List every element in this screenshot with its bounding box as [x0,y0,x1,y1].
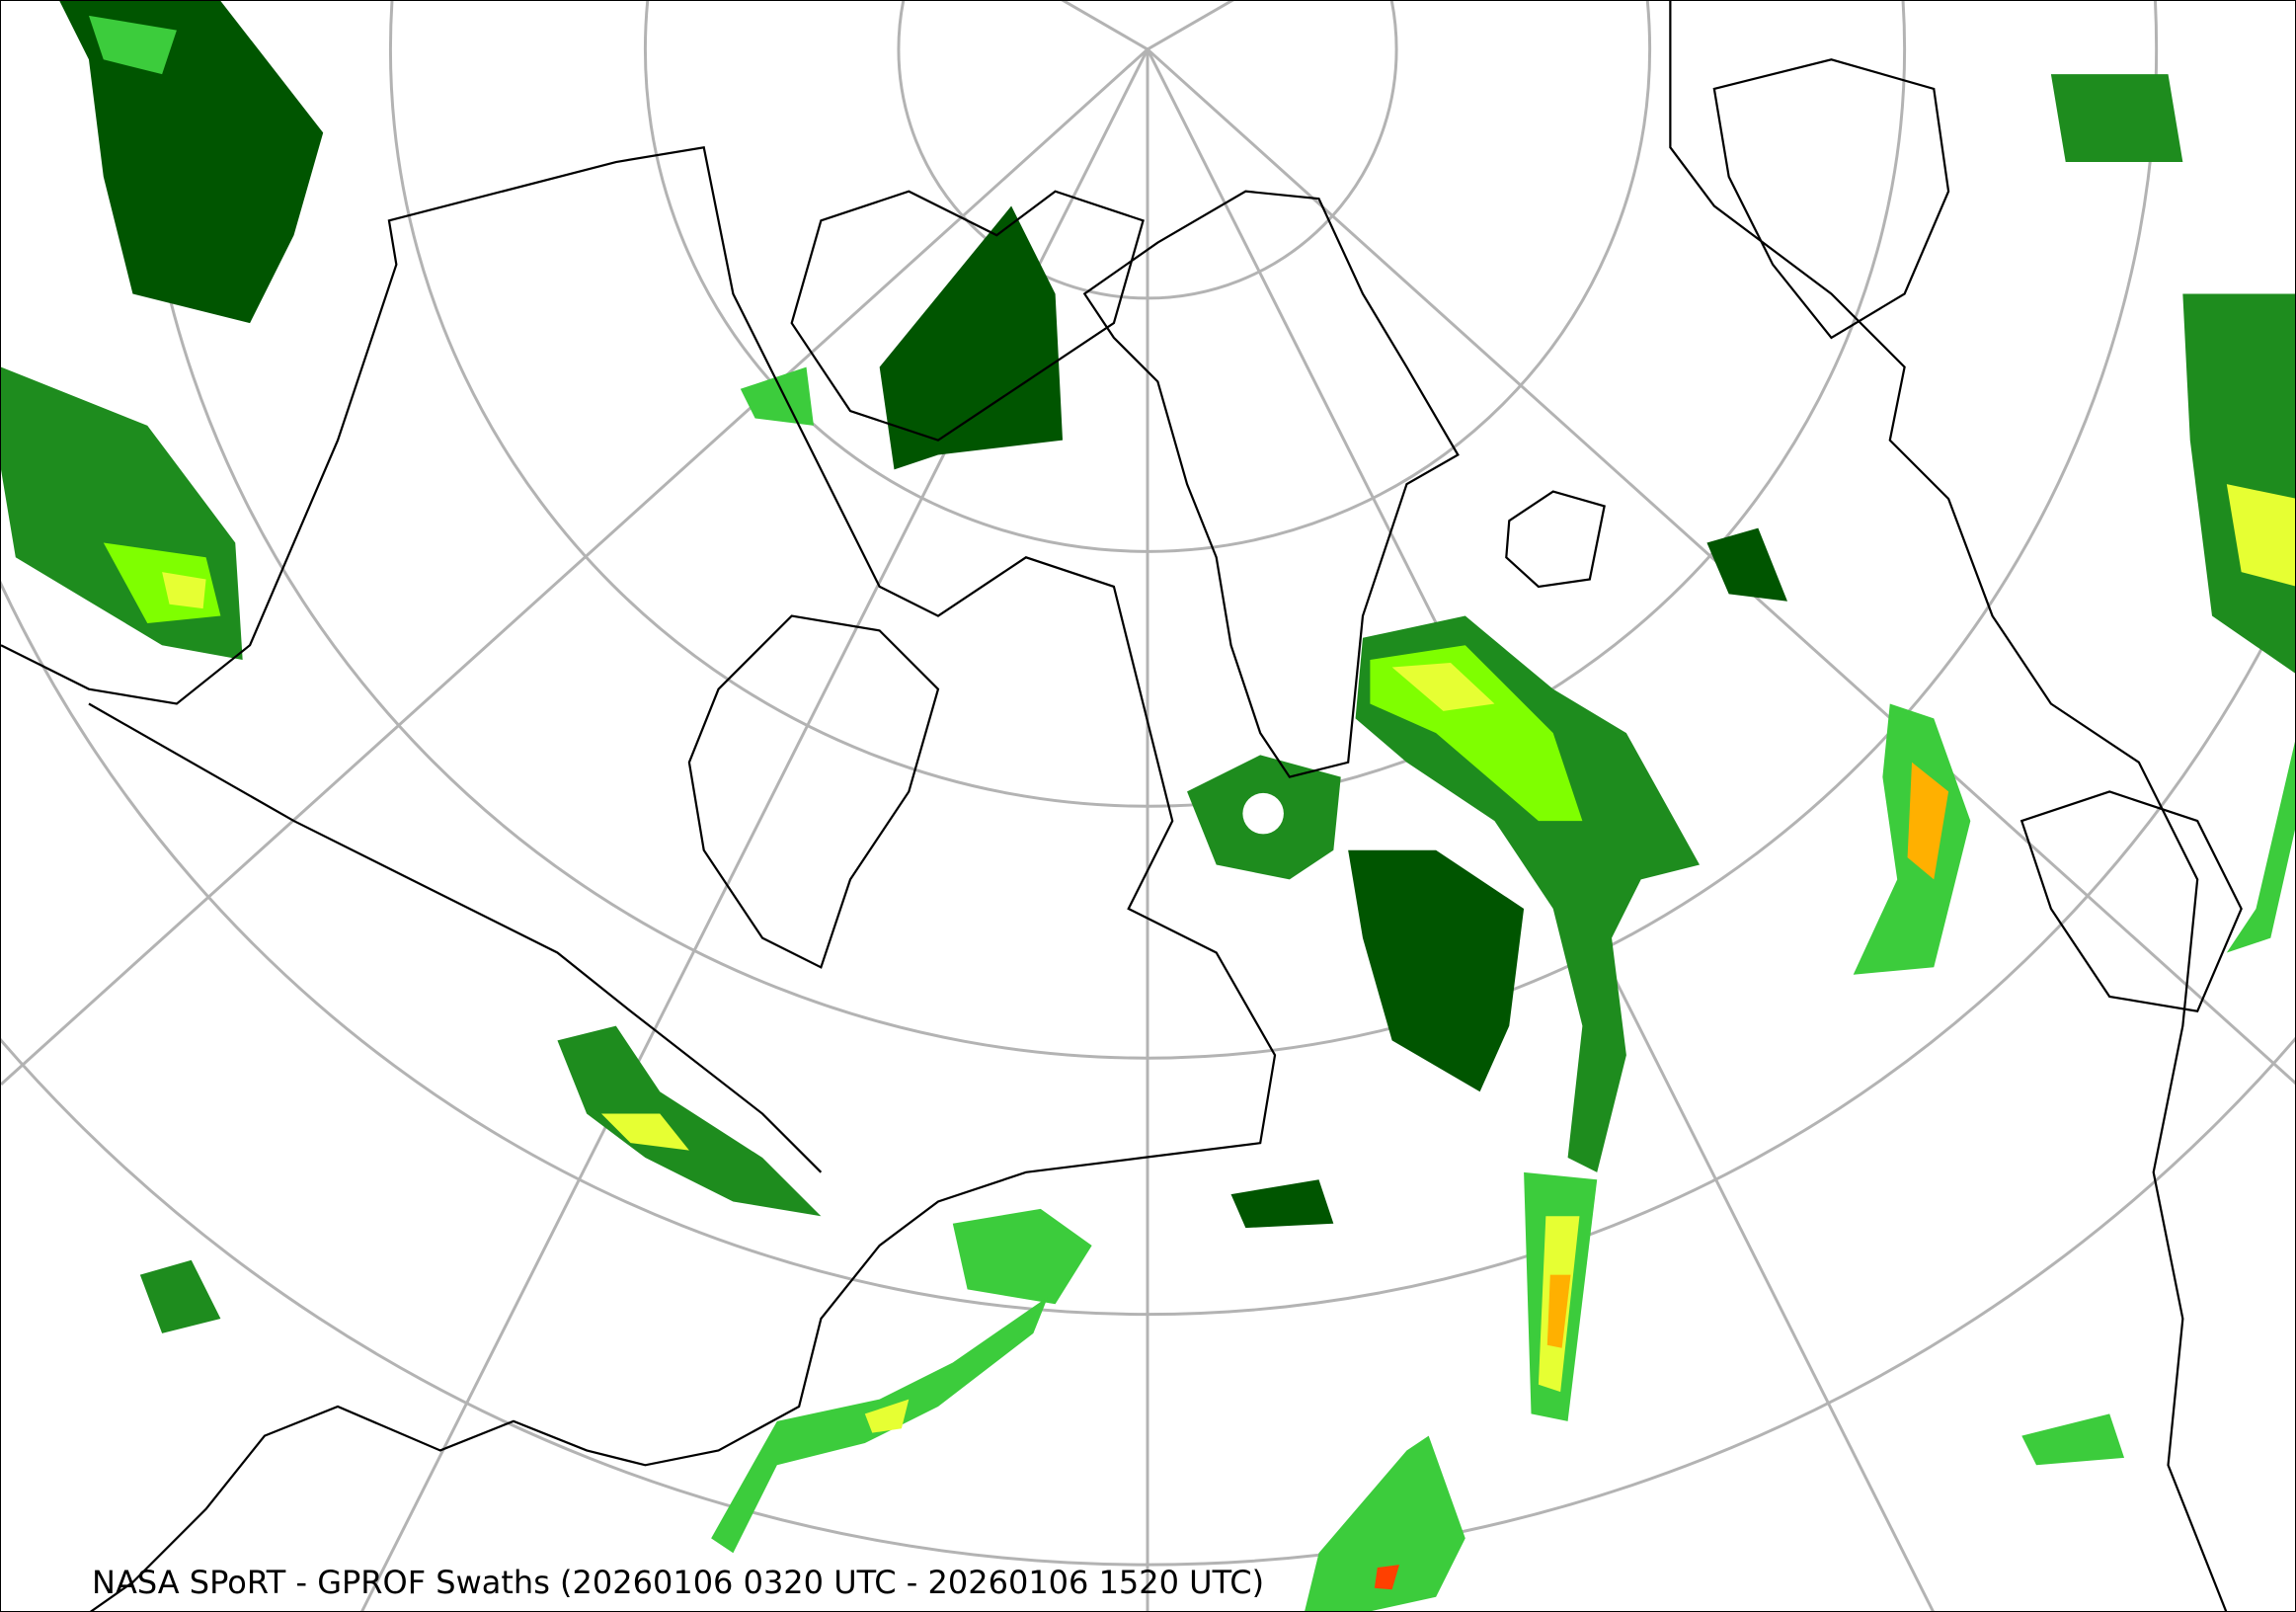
precip-europe-east-core [2226,484,2295,587]
precip-pacific-nw-peak [162,572,206,609]
precip-europe-north [2050,74,2183,163]
precip-gulf-stream-core [864,1399,910,1433]
arctic-islands [790,190,1145,442]
precip-alaska [59,1,324,324]
precip-atlantic-dark [1348,849,1525,1092]
north-america-coastline [1,145,1277,1611]
hudson-bay-coastline [687,614,940,969]
iceland-coastline [1505,490,1606,589]
precip-mediterranean-core [1907,762,1949,880]
precip-east-atlantic [2021,1413,2125,1466]
precip-subtropical [1305,1435,1465,1611]
precip-great-lakes-core [600,1113,689,1151]
precip-northeast-us [952,1208,1092,1305]
precip-canada-ne [1230,1179,1334,1229]
precip-north-atlantic-storm [1355,615,1701,1172]
precip-west-us [139,1259,221,1333]
precip-atlantic-swath-peak [1546,1274,1571,1348]
precip-scandinavia [1706,527,1787,602]
map-caption: NASA SPoRT - GPROF Swaths (20260106 0320… [92,1564,1265,1601]
precip-alaska-core [88,15,177,75]
precip-great-lakes [557,1025,822,1217]
scandinavia-coastline [1712,58,1950,340]
precip-subtropical-core [1374,1565,1400,1590]
precip-arctic-small [740,366,814,426]
europe-coastline [1669,1,2228,1611]
precip-vortex-eye [1242,792,1284,835]
precip-europe-east [2182,293,2295,674]
greenland-coastline [1082,190,1460,778]
meridian [1,47,1149,1086]
precip-north-atlantic-peak [1391,662,1495,711]
us-canada-border [88,702,823,1173]
coastlines-borders [1,1,2243,1611]
precip-africa-band [2226,741,2295,953]
precip-canada-arctic [879,205,1064,470]
africa-coastline [2019,790,2243,1013]
meridian [1147,1,1234,51]
